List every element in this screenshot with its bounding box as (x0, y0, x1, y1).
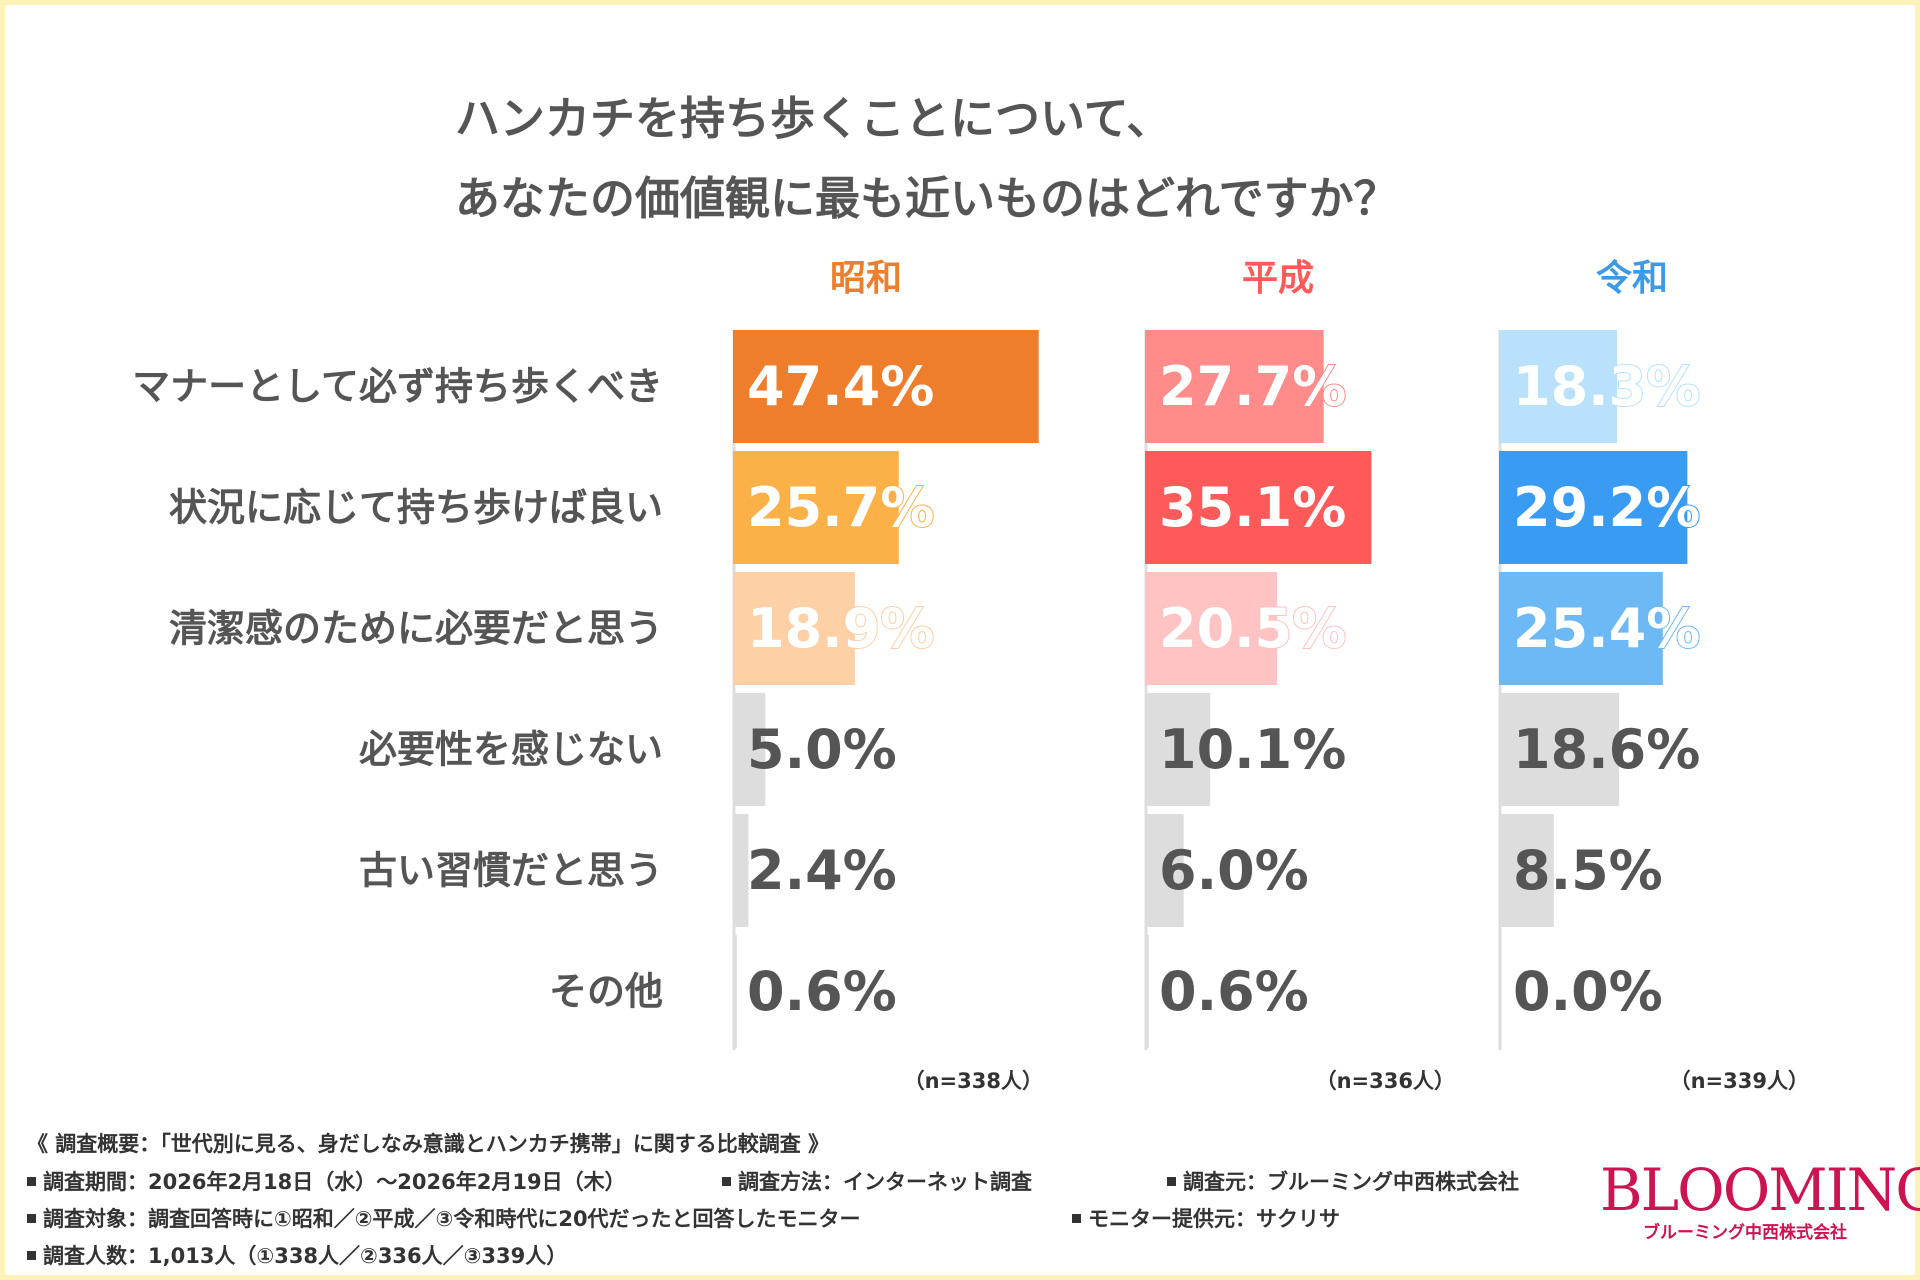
sample-size-2: （n=339人） (1670, 1069, 1809, 1093)
value-label-2-5: 0.0% (1513, 960, 1663, 1023)
category-label-5: その他 (549, 970, 663, 1014)
bar-1-0 (1145, 330, 1324, 443)
bullet-icon (722, 1177, 731, 1186)
series-header-1: 平成 (1242, 258, 1314, 299)
value-label-2-4: 8.5% (1513, 839, 1663, 902)
bar-0-1 (733, 451, 899, 564)
category-label-2: 清潔感のために必要だと思う (169, 607, 663, 651)
bullet-icon (27, 1251, 36, 1260)
survey-period-row: 調査期間：2026年2月18日（水）〜2026年2月19日（木） (27, 1166, 626, 1196)
value-label-0-4: 2.4% (747, 839, 897, 902)
value-label-0-0: 47.4% (747, 355, 934, 418)
survey-source-row: 調査元：ブルーミング中西株式会社 (1167, 1166, 1519, 1196)
value-label-1-1: 35.1% (1159, 476, 1346, 539)
sample-size-1: （n=336人） (1316, 1069, 1455, 1093)
survey-count-row: 調査人数：1,013人（①338人／②336人／③339人） (27, 1240, 567, 1270)
category-label-0: マナーとして必ず持ち歩くべき (132, 365, 663, 409)
bar-1-1 (1145, 451, 1372, 564)
category-label-4: 古い習慣だと思う (359, 849, 663, 893)
value-label-2-0: 18.3% (1513, 355, 1700, 418)
survey-source: 調査元：ブルーミング中西株式会社 (1183, 1170, 1519, 1194)
bar-chart: マナーとして必ず持ち歩くべき状況に応じて持ち歩けば良い清潔感のために必要だと思う… (132, 258, 1809, 1093)
bar-0-2 (733, 572, 855, 685)
bullet-icon (1167, 1177, 1176, 1186)
bar-1-3 (1145, 693, 1211, 806)
bar-1-4 (1145, 814, 1184, 927)
survey-count: 調査人数：1,013人（①338人／②336人／③339人） (43, 1244, 568, 1268)
value-label-0-3: 5.0% (747, 718, 897, 781)
value-label-1-2: 20.5% (1159, 597, 1346, 660)
bar-1-5 (1145, 935, 1149, 1048)
bullet-icon (27, 1214, 36, 1223)
value-label-2-2: 25.4% (1513, 597, 1700, 660)
survey-provider: モニター提供元：サクリサ (1088, 1207, 1340, 1231)
chart-title-line1: ハンカチを持ち歩くことについて、 (455, 92, 1172, 145)
chart-title-line2: あなたの価値観に最も近いものはどれですか？ (455, 172, 1399, 225)
bullet-icon (27, 1177, 36, 1186)
bar-0-3 (733, 693, 766, 806)
bar-2-2 (1499, 572, 1663, 685)
survey-period: 調査期間：2026年2月18日（水）〜2026年2月19日（木） (43, 1170, 626, 1194)
category-label-3: 必要性を感じない (359, 728, 663, 772)
bar-1-2 (1145, 572, 1278, 685)
value-label-1-5: 0.6% (1159, 960, 1309, 1023)
survey-summary: 《 調査概要：「世代別に見る、身だしなみ意識とハンカチ携帯」に関する比較調査 》 (27, 1132, 830, 1156)
survey-target-row: 調査対象：調査回答時に①昭和／②平成／③令和時代に20代だったと回答したモニター (27, 1203, 861, 1233)
series-header-2: 令和 (1596, 258, 1668, 299)
value-label-0-2: 18.9% (747, 597, 934, 660)
bar-2-0 (1499, 330, 1618, 443)
value-label-1-4: 6.0% (1159, 839, 1309, 902)
category-label-1: 状況に応じて持ち歩けば良い (169, 486, 663, 530)
value-label-0-5: 0.6% (747, 960, 897, 1023)
bar-2-4 (1499, 814, 1554, 927)
series-header-0: 昭和 (830, 258, 902, 299)
sample-size-0: （n=338人） (904, 1069, 1043, 1093)
bar-2-1 (1499, 451, 1688, 564)
bar-2-3 (1499, 693, 1619, 806)
bar-0-5 (733, 935, 737, 1048)
logo-wordmark: BLOOMING (1600, 1156, 1920, 1224)
bullet-icon (1072, 1214, 1081, 1223)
value-label-2-1: 29.2% (1513, 476, 1700, 539)
survey-provider-row: モニター提供元：サクリサ (1072, 1203, 1340, 1233)
bar-0-4 (733, 814, 749, 927)
value-label-2-3: 18.6% (1513, 718, 1700, 781)
blooming-logo: BLOOMING ブルーミング中西株式会社 (1600, 1156, 1920, 1244)
value-label-1-0: 27.7% (1159, 355, 1346, 418)
survey-method: 調査方法：インターネット調査 (738, 1170, 1032, 1194)
bar-0-0 (733, 330, 1039, 443)
survey-target: 調査対象：調査回答時に①昭和／②平成／③令和時代に20代だったと回答したモニター (43, 1207, 861, 1231)
value-label-0-1: 25.7% (747, 476, 934, 539)
value-label-1-3: 10.1% (1159, 718, 1346, 781)
logo-company-name: ブルーミング中西株式会社 (1643, 1223, 1847, 1243)
survey-method-row: 調査方法：インターネット調査 (722, 1166, 1032, 1196)
